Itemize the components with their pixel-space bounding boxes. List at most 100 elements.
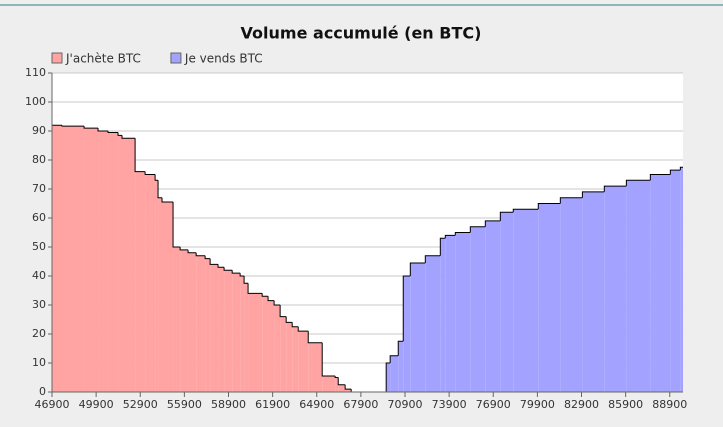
step-outline	[83, 126, 99, 129]
step-outline	[61, 125, 85, 127]
step-area	[135, 171, 146, 392]
step-area	[560, 197, 583, 392]
step-outline	[444, 234, 456, 239]
step-area	[205, 258, 211, 392]
step-outline	[195, 252, 206, 257]
step-outline	[154, 174, 159, 181]
step-area	[345, 389, 352, 392]
step-outline	[121, 135, 136, 139]
step-outline	[144, 171, 156, 175]
step-area	[292, 326, 299, 392]
step-outline	[243, 276, 249, 284]
step-outline	[279, 305, 287, 318]
y-tick-label: 80	[32, 153, 46, 166]
step-outline	[172, 202, 181, 248]
step-area	[180, 249, 189, 392]
step-outline	[117, 132, 123, 136]
legend-label: Je vends BTC	[184, 52, 263, 66]
step-area	[162, 202, 174, 392]
step-area	[210, 264, 219, 392]
step-area	[604, 186, 627, 392]
step-area	[650, 174, 671, 392]
step-area	[338, 384, 346, 392]
step-outline	[97, 128, 109, 132]
step-area	[680, 167, 683, 392]
step-outline	[209, 258, 219, 265]
step-outline	[161, 197, 174, 203]
step-outline	[679, 166, 683, 171]
step-outline	[603, 185, 627, 192]
step-outline	[469, 226, 486, 233]
step-area	[188, 252, 197, 392]
step-area	[500, 212, 514, 392]
x-tick-label: 88900	[652, 398, 687, 411]
legend-label: J'achète BTC	[65, 52, 141, 66]
step-area	[538, 203, 561, 392]
x-tick-label: 49900	[79, 398, 114, 411]
step-area	[626, 180, 651, 392]
step-outline	[625, 179, 651, 187]
step-area	[298, 331, 309, 392]
x-tick-label: 79900	[520, 398, 555, 411]
step-outline	[484, 220, 501, 227]
y-tick-label: 30	[32, 298, 46, 311]
step-area	[455, 232, 471, 392]
step-area	[84, 128, 99, 392]
legend-swatch	[170, 52, 182, 64]
step-area	[485, 220, 501, 392]
step-area	[262, 296, 269, 392]
x-tick-label: 58900	[211, 398, 246, 411]
step-area	[232, 273, 241, 392]
step-area	[155, 180, 159, 392]
step-outline	[649, 174, 671, 181]
step-outline	[409, 262, 426, 276]
step-outline	[337, 377, 346, 386]
step-outline	[204, 255, 211, 260]
step-outline	[157, 180, 163, 199]
step-area	[670, 170, 681, 392]
step-area	[173, 247, 181, 392]
step-area	[410, 262, 426, 392]
y-tick-label: 20	[32, 327, 46, 340]
step-outline	[344, 384, 352, 390]
step-area	[286, 322, 293, 392]
step-area	[52, 125, 63, 392]
step-outline	[134, 138, 146, 173]
step-outline	[107, 131, 119, 133]
step-area	[322, 376, 336, 392]
step-outline	[247, 283, 263, 294]
step-area	[440, 238, 446, 392]
x-tick-label: 67900	[343, 398, 378, 411]
y-tick-label: 50	[32, 240, 46, 253]
step-outline	[334, 376, 339, 378]
step-outline	[389, 355, 399, 363]
step-area	[425, 255, 441, 392]
step-area	[158, 197, 163, 392]
step-area	[244, 283, 249, 392]
step-outline	[297, 326, 309, 332]
step-area	[582, 191, 605, 392]
step-area	[274, 305, 281, 392]
step-area	[218, 267, 225, 392]
step-area	[445, 235, 456, 392]
step-area	[470, 226, 486, 392]
step-outline	[273, 300, 281, 306]
step-area	[240, 276, 245, 392]
x-tick-label: 64900	[299, 398, 334, 411]
step-area	[145, 174, 156, 392]
legend-swatch	[51, 52, 63, 64]
step-area	[62, 126, 85, 392]
step-outline	[669, 169, 681, 175]
step-area	[248, 293, 263, 392]
x-tick-label: 52900	[123, 398, 158, 411]
step-area	[335, 377, 339, 392]
x-tick-label: 76900	[476, 398, 511, 411]
step-area	[224, 270, 233, 392]
step-outline	[397, 340, 404, 356]
chart-title: Volume accumulé (en BTC)	[241, 24, 482, 43]
y-tick-label: 40	[32, 269, 46, 282]
step-outline	[402, 275, 411, 342]
step-outline	[223, 267, 233, 271]
x-tick-label: 73900	[432, 398, 467, 411]
step-outline	[187, 249, 197, 254]
